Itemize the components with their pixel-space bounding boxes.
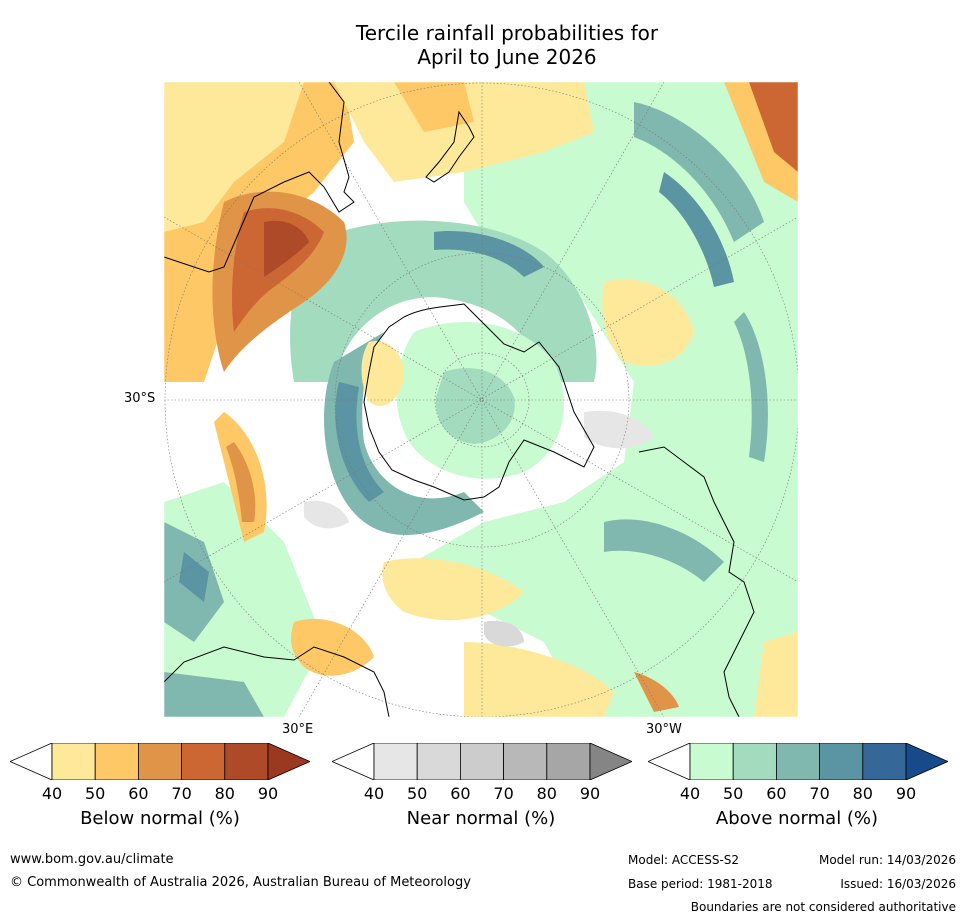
colorbar-above-tick: 90: [895, 784, 917, 803]
colorbar-below-tick: 60: [128, 784, 149, 803]
colorbar-above-segment: [862, 743, 907, 780]
africa-coastline: [164, 646, 390, 717]
colorbar-near-tick: 70: [493, 784, 514, 803]
colorbar-below-segment: [137, 743, 182, 780]
lon-label-30e: 30°E: [282, 722, 314, 737]
lon-label-30w: 30°W: [646, 722, 682, 737]
title-line-2: April to June 2026: [417, 45, 597, 69]
footer-base-period: Base period: 1981-2018: [628, 877, 773, 891]
colorbar-above-tick: 60: [766, 784, 787, 803]
colorbar-below-segment: [94, 743, 139, 780]
colorbar-above-tick: 80: [852, 784, 873, 803]
graticule: [164, 82, 798, 717]
footer-model: Model: ACCESS-S2: [628, 853, 740, 867]
colorbar-near-normal: [332, 743, 632, 780]
title-line-1: Tercile rainfall probabilities for: [355, 21, 659, 45]
colorbar-above-upper-extension: [905, 743, 948, 780]
colorbar-below-segment: [51, 743, 96, 780]
colorbar-below-tick: 40: [41, 784, 63, 803]
colorbar-above-segment: [732, 743, 777, 780]
colorbar-below-lower-extension: [10, 743, 53, 780]
colorbar-near-tick: 80: [536, 784, 557, 803]
colorbar-near-tick: 40: [363, 784, 385, 803]
colorbar-above-label: Above normal (%): [715, 808, 879, 829]
colorbar-near-segment: [459, 743, 504, 780]
colorbar-below-upper-extension: [267, 743, 310, 780]
colorbar-above-tick: 70: [809, 784, 830, 803]
footer-url: www.bom.gov.au/climate: [10, 852, 174, 867]
coastlines: [164, 82, 755, 717]
colorbar-near-segment: [373, 743, 418, 780]
australia-coastline: [164, 82, 355, 273]
colorbar-below-tick: 50: [85, 784, 106, 803]
probability-shading: [164, 82, 798, 717]
colorbar-above-lower-extension: [648, 743, 691, 780]
polar-map: [164, 82, 798, 717]
new-zealand-coastline: [425, 110, 475, 183]
colorbar-near-tick: 50: [407, 784, 428, 803]
colorbar-near-tick: 60: [450, 784, 471, 803]
colorbar-above-segment: [689, 743, 734, 780]
colorbar-below-segment: [181, 743, 226, 780]
footer-copyright: © Commonwealth of Australia 2026, Austra…: [10, 875, 471, 890]
colorbar-above-tick: 50: [723, 784, 744, 803]
colorbar-near-upper-extension: [589, 743, 632, 780]
colorbar-below-tick: 90: [257, 784, 279, 803]
colorbar-near-lower-extension: [332, 743, 375, 780]
colorbar-below-label: Below normal (%): [80, 808, 240, 829]
colorbar-below-normal: [10, 743, 310, 780]
footer-model-run: Model run: 14/03/2026: [818, 853, 956, 867]
colorbar-near-tick: 90: [579, 784, 601, 803]
colorbar-above-normal: [648, 743, 948, 780]
colorbar-near-segment: [503, 743, 548, 780]
colorbar-above-segment: [819, 743, 864, 780]
colorbar-below-tick: 70: [171, 784, 192, 803]
footer-disclaimer: Boundaries are not considered authoritat…: [690, 900, 956, 914]
colorbar-near-label: Near normal (%): [406, 808, 556, 829]
colorbar-below-segment: [224, 743, 269, 780]
colorbar-near-segment: [416, 743, 461, 780]
lat-label-30s: 30°S: [124, 391, 156, 406]
south-america-coastline: [638, 446, 755, 717]
colorbar-above-segment: [775, 743, 820, 780]
footer-issued: Issued: 16/03/2026: [840, 877, 956, 891]
colorbar-above-tick: 40: [679, 784, 701, 803]
colorbar-below-tick: 80: [214, 784, 235, 803]
colorbar-near-segment: [546, 743, 591, 780]
map-title: Tercile rainfall probabilities for April…: [0, 21, 965, 69]
antarctica-coastline: [363, 303, 595, 501]
map-svg: [164, 82, 798, 717]
